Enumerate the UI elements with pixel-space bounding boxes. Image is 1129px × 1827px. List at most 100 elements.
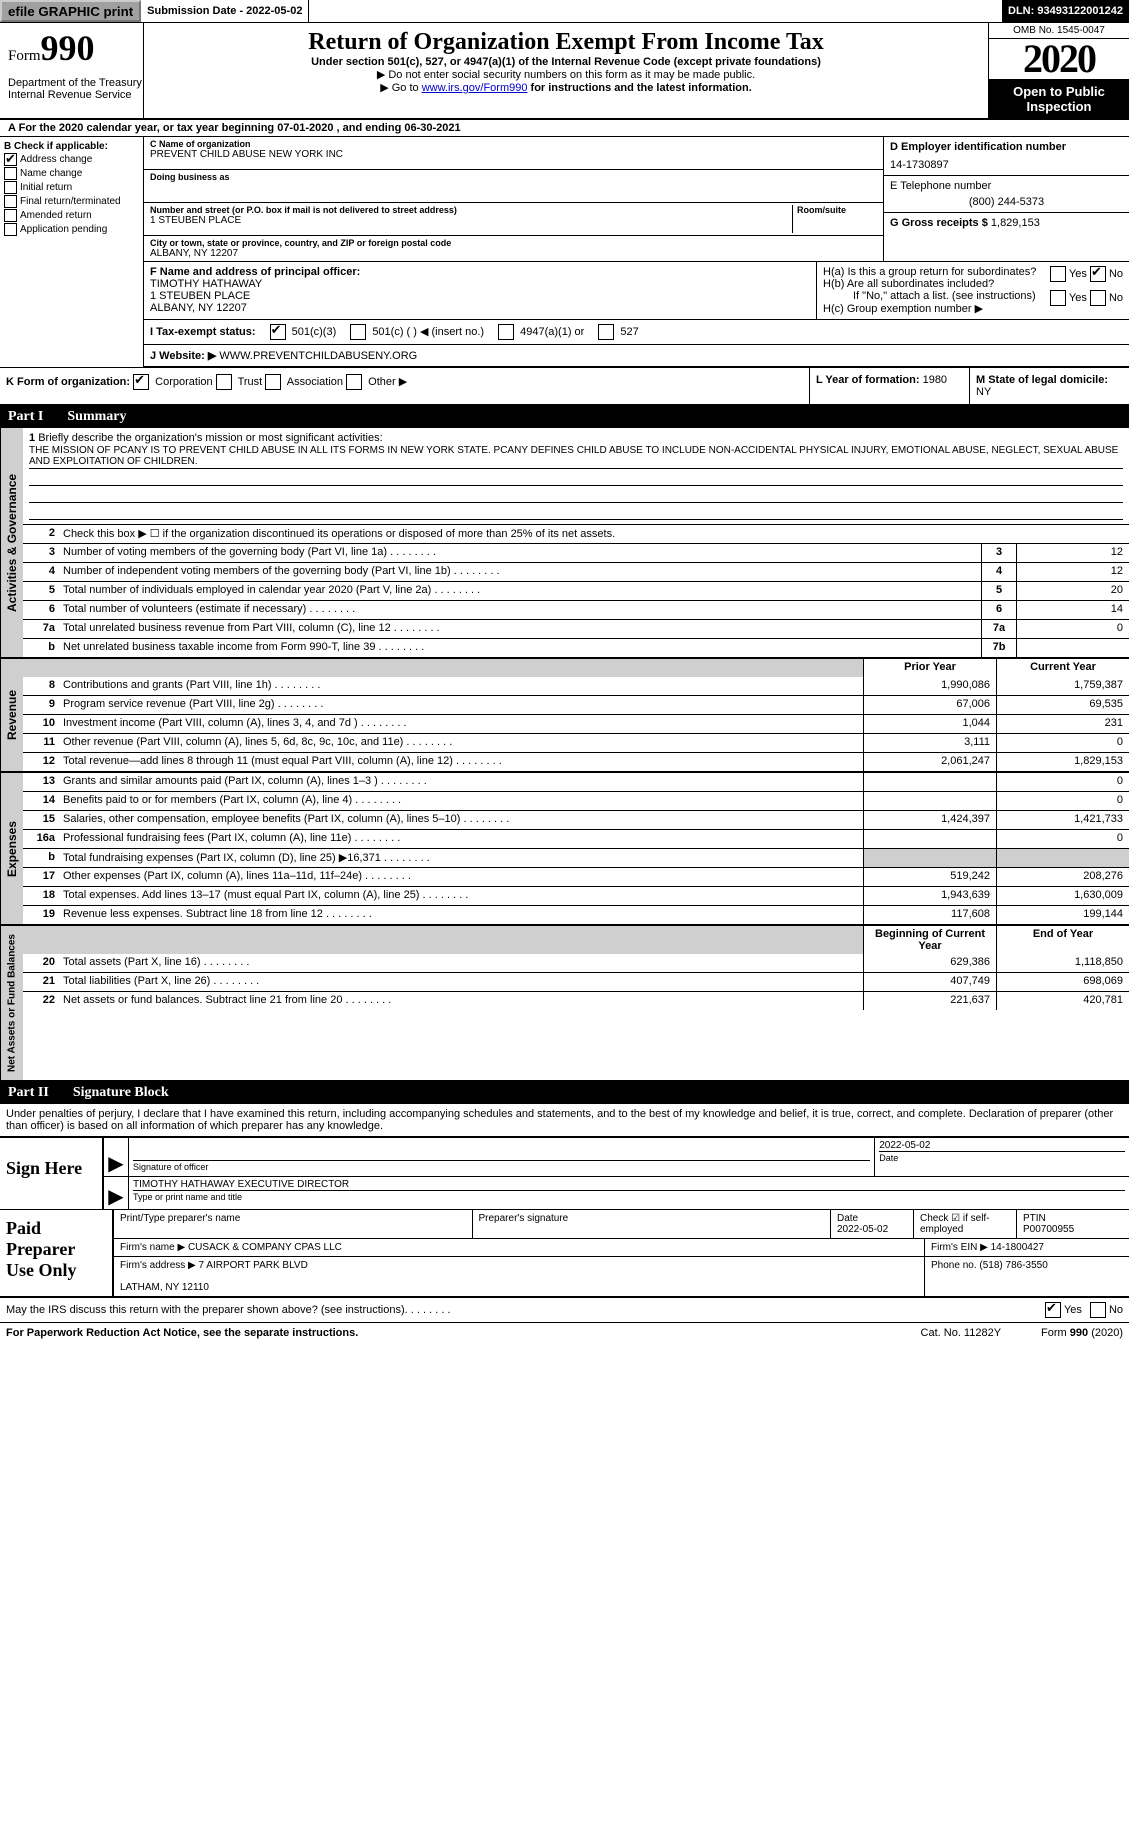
dln: DLN: 93493122001242 [1002,0,1129,22]
discuss-yes-checkbox[interactable] [1045,1302,1061,1318]
prior-year-value: 1,424,397 [863,811,996,829]
current-year-value: 231 [996,715,1129,733]
line-text: Investment income (Part VIII, column (A)… [59,715,863,733]
line-text: Total number of volunteers (estimate if … [59,601,981,619]
prior-year-header: Prior Year [863,659,996,677]
prior-year-value: 629,386 [863,954,996,972]
officer-label: F Name and address of principal officer: [150,266,360,278]
trust-checkbox[interactable] [216,374,232,390]
name-change-checkbox[interactable] [4,167,17,180]
prior-year-value: 407,749 [863,973,996,991]
application-pending-checkbox[interactable] [4,223,17,236]
line-box: 7b [981,639,1016,657]
line-text: Net assets or fund balances. Subtract li… [59,992,863,1010]
form-footer: Form 990 (2020) [1041,1327,1123,1339]
current-year-value: 698,069 [996,973,1129,991]
current-year-value: 1,759,387 [996,677,1129,695]
line-num: 20 [23,954,59,972]
phone-label: E Telephone number [890,180,991,192]
line-num: 6 [23,601,59,619]
form-number: Form990 [8,27,143,69]
final-return-checkbox[interactable] [4,195,17,208]
line-text: Other revenue (Part VIII, column (A), li… [59,734,863,752]
signature-date: 2022-05-02Date [874,1138,1129,1176]
section-b-checkboxes: B Check if applicable: Address change Na… [0,137,144,367]
address-change-checkbox[interactable] [4,153,17,166]
line-num: 2 [23,525,59,543]
4947-checkbox[interactable] [498,324,514,340]
paperwork-notice: For Paperwork Reduction Act Notice, see … [6,1327,358,1339]
preparer-name-label: Print/Type preparer's name [114,1210,473,1238]
line-text: Number of independent voting members of … [59,563,981,581]
corporation-checkbox[interactable] [133,374,149,390]
line-text: Net unrelated business taxable income fr… [59,639,981,657]
website-label: J Website: ▶ [150,350,216,362]
state-domicile: M State of legal domicile: NY [969,368,1129,404]
line-box: 6 [981,601,1016,619]
line-value: 20 [1016,582,1129,600]
current-year-value: 0 [996,773,1129,791]
website-value: WWW.PREVENTCHILDABUSENY.ORG [219,350,417,362]
line-text: Total revenue—add lines 8 through 11 (mu… [59,753,863,771]
preparer-signature-label: Preparer's signature [473,1210,832,1238]
line-text: Total number of individuals employed in … [59,582,981,600]
org-name-label: C Name of organization [150,139,877,149]
instructions-link[interactable]: www.irs.gov/Form990 [422,82,528,94]
end-year-header: End of Year [996,926,1129,954]
line-box: 7a [981,620,1016,638]
city-label: City or town, state or province, country… [150,238,877,248]
efile-print-button[interactable]: efile GRAPHIC print [0,0,141,22]
tax-year: 2020 [989,39,1129,80]
527-checkbox[interactable] [598,324,614,340]
line-text: Total unrelated business revenue from Pa… [59,620,981,638]
501c3-checkbox[interactable] [270,324,286,340]
line-value: 12 [1016,544,1129,562]
amended-return-checkbox[interactable] [4,209,17,222]
line-text: Number of voting members of the governin… [59,544,981,562]
line-text: Professional fundraising fees (Part IX, … [59,830,863,848]
line-num: 14 [23,792,59,810]
preparer-date: Date2022-05-02 [831,1210,914,1238]
self-employed-check: Check ☑ if self-employed [914,1210,1017,1238]
line-value: 14 [1016,601,1129,619]
current-year-value: 1,421,733 [996,811,1129,829]
current-year-value: 0 [996,734,1129,752]
netassets-side-label: Net Assets or Fund Balances [0,926,23,1080]
prior-year-value: 519,242 [863,868,996,886]
current-year-value: 208,276 [996,868,1129,886]
city-value: ALBANY, NY 12207 [150,248,877,259]
line-value: 0 [1016,620,1129,638]
line-num: 7a [23,620,59,638]
catalog-number: Cat. No. 11282Y [921,1327,1002,1339]
line-text: Revenue less expenses. Subtract line 18 … [59,906,863,924]
ein-value: 14-1730897 [890,153,1123,171]
tax-status-label: I Tax-exempt status: [150,326,256,338]
line-num: 22 [23,992,59,1010]
firm-ein: Firm's EIN ▶ 14-1800427 [925,1239,1129,1256]
other-checkbox[interactable] [346,374,362,390]
firm-address: Firm's address ▶ 7 AIRPORT PARK BLVD LAT… [114,1257,925,1296]
initial-return-checkbox[interactable] [4,181,17,194]
ein-label: D Employer identification number [890,141,1066,153]
arrow-icon: ▶ [104,1138,128,1176]
officer-signature-field[interactable]: Signature of officer [128,1138,874,1176]
line-num: 17 [23,868,59,886]
current-year-value: 1,630,009 [996,887,1129,905]
part-1-header: Part ISummary [0,406,1129,428]
section-k: K Form of organization: Corporation Trus… [0,368,809,404]
line-num: b [23,849,59,867]
instruction-line-1: ▶ Do not enter social security numbers o… [152,68,980,81]
arrow-icon: ▶ [104,1177,128,1209]
association-checkbox[interactable] [265,374,281,390]
discuss-no-checkbox[interactable] [1090,1302,1106,1318]
current-year-value: 199,144 [996,906,1129,924]
501c-checkbox[interactable] [350,324,366,340]
room-label: Room/suite [797,205,877,215]
current-year-value: 69,535 [996,696,1129,714]
firm-name: Firm's name ▶ CUSACK & COMPANY CPAS LLC [114,1239,925,1256]
current-year-value: 0 [996,830,1129,848]
current-year-header: Current Year [996,659,1129,677]
instruction-line-2: ▶ Go to www.irs.gov/Form990 for instruct… [152,81,980,94]
prior-year-value: 67,006 [863,696,996,714]
paid-preparer-label: Paid Preparer Use Only [0,1210,114,1296]
